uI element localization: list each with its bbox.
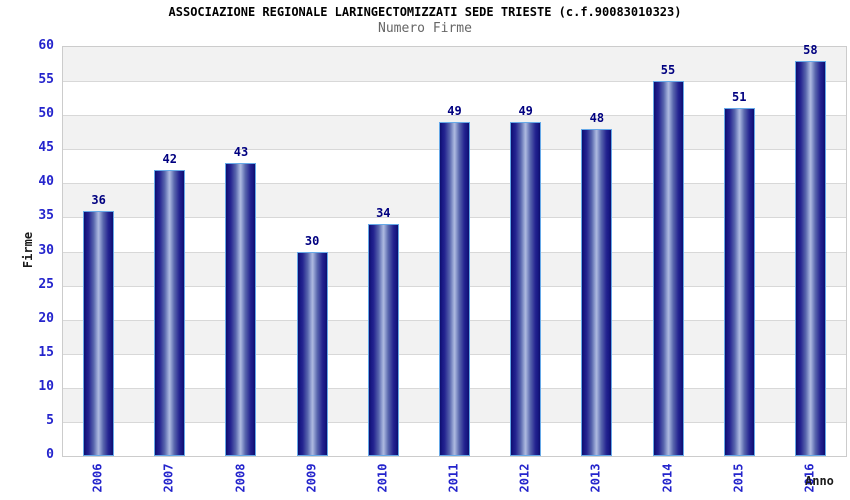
bar-value-label: 49 xyxy=(518,103,533,118)
bar-2010 xyxy=(367,224,399,456)
bar-2007 xyxy=(154,169,186,456)
x-tick-label-text: 2015 xyxy=(731,463,746,493)
bar-2009 xyxy=(296,251,328,456)
x-tick-label: 2012 xyxy=(513,459,537,497)
plot-area: 36 42 43 30 34 49 49 48 55 51 58 xyxy=(62,42,847,457)
y-tick-label: 40 xyxy=(38,174,54,190)
x-tick-label-text: 2006 xyxy=(90,463,105,493)
y-tick-label: 10 xyxy=(38,378,54,394)
bar-value-label: 42 xyxy=(162,151,177,166)
y-tick-label: 25 xyxy=(38,276,54,292)
bar-value-label: 30 xyxy=(304,233,320,248)
x-tick-label: 2014 xyxy=(655,459,679,497)
y-tick-label: 30 xyxy=(38,242,54,258)
bar-value-label: 58 xyxy=(803,42,818,57)
x-tick-label-text: 2009 xyxy=(304,463,319,493)
bar-value-label: 36 xyxy=(91,192,106,207)
x-tick-label: 2008 xyxy=(228,459,252,497)
bar-2012 xyxy=(510,121,542,456)
bar-value-label: 48 xyxy=(589,110,605,125)
y-tick-label: 5 xyxy=(46,412,54,428)
x-axis-labels: 2006 2007 2008 2009 2010 2011 2012 2013 2014 2015… xyxy=(62,459,845,500)
bar-2011 xyxy=(439,121,470,456)
y-tick-label: 50 xyxy=(38,106,54,122)
y-tick-label: 55 xyxy=(38,72,54,88)
x-tick-label: 2010 xyxy=(370,459,394,497)
y-tick-label: 15 xyxy=(38,344,54,360)
bar-2008 xyxy=(225,162,257,456)
bar-value-label: 49 xyxy=(447,103,462,118)
x-tick-label-text: 2011 xyxy=(446,463,461,493)
bar-2006 xyxy=(83,210,115,456)
x-tick-label: 2009 xyxy=(299,459,323,497)
plot-band xyxy=(63,47,846,82)
x-tick-label-text: 2013 xyxy=(588,463,603,493)
bar-value-label: 55 xyxy=(660,63,676,78)
bar-2013 xyxy=(581,128,613,456)
bar-2014 xyxy=(652,81,684,456)
gridline xyxy=(63,81,846,83)
y-tick-label: 60 xyxy=(38,38,54,53)
x-tick-label: 2006 xyxy=(86,459,110,497)
x-axis-title: Anno xyxy=(805,474,834,488)
chart-subtitle: Numero Firme xyxy=(378,21,472,36)
bar-value-label: 34 xyxy=(376,206,391,221)
y-tick-label: 0 xyxy=(46,447,54,462)
bar-value-label: 43 xyxy=(233,144,249,159)
bar-2016 xyxy=(794,60,826,456)
x-tick-label: 2013 xyxy=(584,459,608,497)
gridline xyxy=(63,115,846,117)
x-tick-label-text: 2010 xyxy=(375,463,390,493)
bar-value-label: 51 xyxy=(731,90,747,105)
x-tick-label-text: 2014 xyxy=(660,463,675,493)
bar-2015 xyxy=(723,108,755,456)
y-axis-ticks: 0 5 10 15 20 25 30 35 40 45 50 55 60 xyxy=(0,38,54,462)
y-tick-label: 45 xyxy=(38,140,54,156)
y-tick-label: 20 xyxy=(38,310,54,326)
x-tick-label: 2007 xyxy=(157,459,181,497)
x-tick-label: 2015 xyxy=(726,459,750,497)
x-tick-label: 2011 xyxy=(442,459,466,497)
x-tick-label-text: 2007 xyxy=(161,463,176,493)
y-tick-label: 35 xyxy=(38,208,54,224)
chart-title: ASSOCIAZIONE REGIONALE LARINGECTOMIZZATI… xyxy=(168,5,682,19)
x-tick-label-text: 2012 xyxy=(517,463,532,493)
x-tick-label-text: 2008 xyxy=(232,463,247,493)
